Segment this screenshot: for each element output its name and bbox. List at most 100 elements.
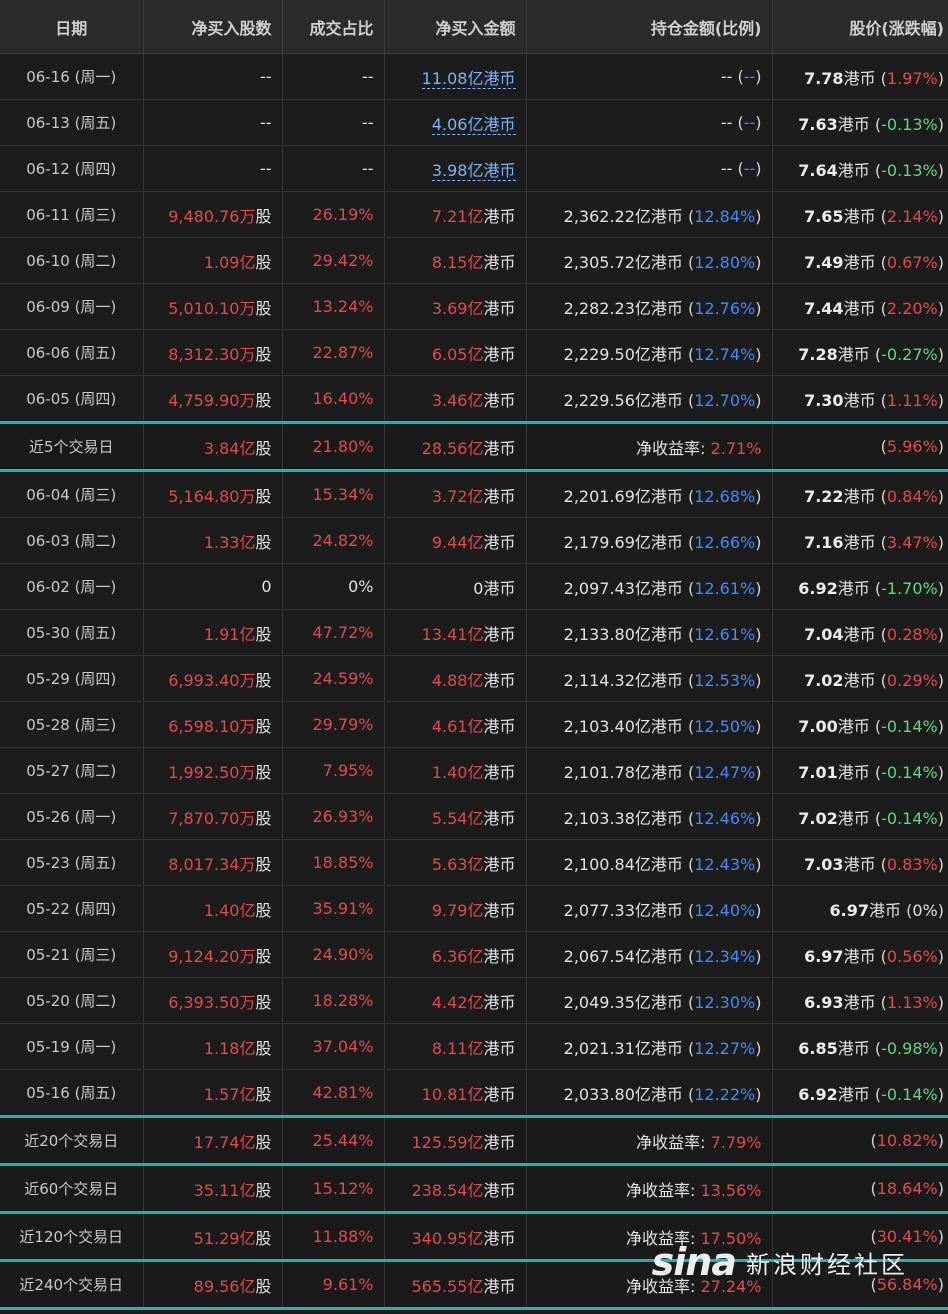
cell-holding: 2,021.31亿港币 (12.27%): [526, 1023, 773, 1070]
cell-holding: 2,101.78亿港币 (12.47%): [526, 747, 773, 794]
cell-date: 05-27 (周二): [0, 747, 144, 794]
cell-price: 6.92港币 (-0.14%): [772, 1069, 948, 1117]
cell-net-amount: 5.63亿港币: [384, 839, 527, 886]
price-change: 0.67%: [886, 252, 938, 272]
cell-price: 7.16港币 (3.47%): [772, 517, 948, 564]
cell-date: 06-02 (周一): [0, 563, 144, 610]
table-row: 06-04 (周三) 5,164.80万股 15.34% 3.72亿港币 2,201.6…: [0, 470, 948, 518]
header-date[interactable]: 日期: [0, 0, 144, 54]
cell-holding: -- (--): [526, 99, 773, 146]
date-text: 05-21 (周三): [26, 946, 117, 964]
price-change: 56.84%: [876, 1275, 938, 1294]
turnover-ratio-value: 24.59%: [312, 669, 374, 688]
holding-amount: 2,101.78亿港币: [563, 762, 683, 782]
cell-turnover-ratio: 25.44%: [282, 1115, 385, 1166]
header-turnover-ratio[interactable]: 成交占比: [282, 0, 385, 54]
date-text: 06-06 (周五): [26, 344, 117, 362]
net-shares-value: 8,312.30万: [168, 344, 256, 364]
cell-net-amount[interactable]: 11.08亿港币: [384, 53, 527, 100]
cell-holding: -- (--): [526, 53, 773, 100]
cell-price: 7.44港币 (2.20%): [772, 283, 948, 330]
holding-percent: 12.53%: [694, 670, 756, 690]
cell-holding: 2,097.43亿港币 (12.61%): [526, 563, 773, 610]
net-shares-unit: 股: [255, 762, 272, 782]
sina-logo: sina: [651, 1240, 737, 1284]
net-shares-unit: 股: [255, 670, 272, 690]
turnover-ratio-value: 13.24%: [312, 297, 374, 316]
cell-net-amount: 1.40亿港币: [384, 747, 527, 794]
price-change: 1.13%: [886, 992, 938, 1012]
date-text: 近240个交易日: [19, 1276, 124, 1294]
holding-amount: 2,201.69亿港币: [563, 486, 683, 506]
table-row: 05-19 (周一) 1.18亿股 37.04% 8.11亿港币 2,021.31亿港币…: [0, 1023, 948, 1070]
table-row: 06-13 (周五) -- -- 4.06亿港币 -- (--) 7.63港币 (-0.1…: [0, 99, 948, 146]
cell-net-shares: 1.91亿股: [143, 609, 283, 656]
summary-row: 近60个交易日 35.11亿股 15.12% 238.54亿港币 净收益率: 13.56…: [0, 1164, 948, 1214]
cell-price: 6.93港币 (1.13%): [772, 977, 948, 1024]
net-shares-unit: 股: [255, 390, 272, 410]
cell-price: 7.63港币 (-0.13%): [772, 99, 948, 146]
cell-date: 05-20 (周二): [0, 977, 144, 1024]
price-value: 7.01: [798, 762, 838, 782]
header-holding[interactable]: 持仓金额(比例): [526, 0, 773, 54]
cell-net-yield: 净收益率: 13.56%: [526, 1164, 773, 1214]
price-change: -0.13%: [881, 114, 938, 134]
net-amount-value: 4.42亿: [431, 992, 484, 1012]
cell-turnover-ratio: 0%: [282, 563, 385, 610]
cell-turnover-ratio: 26.93%: [282, 793, 385, 840]
price-unit: 港币: [843, 992, 876, 1012]
cell-net-amount[interactable]: 3.98亿港币: [384, 145, 527, 192]
date-text: 05-28 (周三): [26, 716, 117, 734]
cell-net-shares: 4,759.90万股: [143, 375, 283, 423]
net-amount-value: 3.69亿: [431, 298, 484, 318]
cell-net-amount[interactable]: 4.06亿港币: [384, 99, 527, 146]
cell-turnover-ratio: 24.82%: [282, 517, 385, 564]
cell-holding: 2,033.80亿港币 (12.22%): [526, 1069, 773, 1117]
cell-net-shares: 89.56亿股: [143, 1260, 283, 1310]
table-row: 06-06 (周五) 8,312.30万股 22.87% 6.05亿港币 2,229.5…: [0, 329, 948, 376]
cell-net-yield: 净收益率: 2.71%: [526, 421, 773, 472]
price-value: 7.00: [798, 716, 838, 736]
holding-percent: 12.61%: [694, 578, 756, 598]
holding-amount: 2,229.50亿港币: [563, 344, 683, 364]
date-text: 05-22 (周四): [26, 900, 117, 918]
cell-holding: 2,049.35亿港币 (12.30%): [526, 977, 773, 1024]
net-amount-link[interactable]: 11.08亿港币: [421, 68, 516, 89]
net-shares-value: 35.11亿: [193, 1180, 256, 1200]
cell-price: 7.02港币 (0.29%): [772, 655, 948, 702]
holding-amount: 2,114.32亿港币: [563, 670, 683, 690]
net-yield-label: 净收益率:: [636, 1132, 706, 1152]
net-amount-unit: 港币: [483, 946, 516, 966]
holding-amount: 2,282.23亿港币: [563, 298, 683, 318]
net-amount-link[interactable]: 4.06亿港币: [431, 114, 516, 135]
date-text: 06-04 (周三): [26, 486, 117, 504]
price-value: 7.64: [798, 160, 838, 180]
cell-date: 05-28 (周三): [0, 701, 144, 748]
cell-date: 06-12 (周四): [0, 145, 144, 192]
net-yield-value: 7.79%: [710, 1132, 762, 1152]
holding-amount: 2,067.54亿港币: [563, 946, 683, 966]
cell-holding: 2,179.69亿港币 (12.66%): [526, 517, 773, 564]
net-amount-value: 6.36亿: [431, 946, 484, 966]
date-text: 05-29 (周四): [26, 670, 117, 688]
cell-date: 05-30 (周五): [0, 609, 144, 656]
cell-net-shares: 9,480.76万股: [143, 191, 283, 238]
cell-turnover-ratio: 15.34%: [282, 470, 385, 518]
cell-date: 近60个交易日: [0, 1164, 144, 1214]
cell-date: 05-21 (周三): [0, 931, 144, 978]
cell-net-shares: 8,017.34万股: [143, 839, 283, 886]
cell-net-shares: 6,993.40万股: [143, 655, 283, 702]
header-net-amount[interactable]: 净买入金额: [384, 0, 527, 54]
net-amount-link[interactable]: 3.98亿港币: [431, 160, 516, 181]
cell-date: 近120个交易日: [0, 1212, 144, 1262]
net-shares-value: 1,992.50万: [168, 762, 256, 782]
net-yield-value: 13.56%: [700, 1180, 762, 1200]
header-net-shares[interactable]: 净买入股数: [143, 0, 283, 54]
price-value: 7.49: [804, 252, 844, 272]
cell-net-shares: 6,598.10万股: [143, 701, 283, 748]
table-row: 05-27 (周二) 1,992.50万股 7.95% 1.40亿港币 2,101.78…: [0, 747, 948, 794]
price-unit: 港币: [843, 854, 876, 874]
header-price[interactable]: 股价(涨跌幅): [772, 0, 948, 54]
cell-holding: 2,100.84亿港币 (12.43%): [526, 839, 773, 886]
